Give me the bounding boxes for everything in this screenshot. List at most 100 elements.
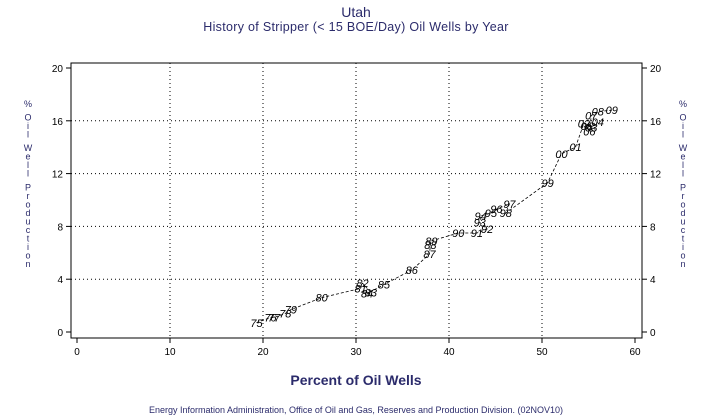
data-point-94: 94 (474, 211, 486, 223)
data-point-03: 03 (585, 122, 598, 134)
data-point-98: 98 (500, 208, 513, 220)
data-point-87: 87 (423, 249, 436, 261)
y-tick-label-left: 12 (52, 170, 64, 181)
chart-title: Utah (341, 4, 371, 20)
y-axis-label-char-right: d (680, 208, 685, 218)
data-point-90: 90 (452, 228, 465, 240)
y-axis-label-char-right: o (680, 250, 685, 260)
data-point-08: 08 (592, 107, 605, 119)
y-axis-label-char-right: n (680, 259, 685, 269)
data-point-97: 97 (503, 199, 516, 211)
data-point-89: 89 (425, 236, 437, 248)
y-axis-label-char-left: i (27, 242, 29, 252)
y-tick-label-right: 8 (650, 222, 656, 233)
y-axis-label-char-left: d (25, 208, 30, 218)
plot-frame (70, 62, 643, 339)
data-point-96: 96 (490, 204, 503, 216)
series-line (256, 109, 612, 324)
y-axis-label-char-left: c (26, 225, 31, 235)
data-point-06: 06 (583, 126, 596, 138)
x-tick-label: 30 (350, 347, 362, 358)
y-axis-label-char-left: r (27, 191, 30, 201)
series-line-layer (256, 109, 612, 324)
y-axis-label-char-left: % (24, 99, 32, 109)
y-tick-label-right: 0 (650, 328, 656, 339)
y-axis-label-char-left: o (25, 250, 30, 260)
y-axis-label-char-left: P (25, 182, 31, 192)
y-tick-label-right: 4 (650, 275, 656, 286)
x-tick-label: 60 (629, 347, 641, 358)
y-axis-label-char-left: l (27, 160, 29, 170)
y-tick-label-right: 20 (650, 64, 662, 75)
y-tick-label-left: 0 (57, 328, 63, 339)
data-point-05: 05 (581, 121, 594, 133)
data-point-80: 80 (315, 293, 328, 305)
y-axis-label-char-left: e (25, 152, 30, 162)
data-point-81: 81 (355, 283, 367, 295)
y-tick-label-right: 12 (650, 170, 662, 181)
data-point-91: 91 (471, 228, 483, 240)
y-axis-label-char-left: l (27, 130, 29, 140)
y-axis-label-char-left: O (24, 113, 31, 123)
y-axis-label-char-right: O (679, 113, 686, 123)
data-point-75: 75 (250, 318, 263, 330)
footer-source: Energy Information Administration, Offic… (148, 405, 564, 415)
x-tick-label: 0 (74, 347, 80, 358)
y-axis-label-char-right: l (682, 130, 684, 140)
y-tick-label-right: 16 (650, 117, 662, 128)
data-point-78: 78 (279, 309, 292, 321)
y-tick-label-left: 8 (57, 222, 63, 233)
y-axis-label-char-left: o (25, 199, 30, 209)
y-tick-label-left: 4 (57, 275, 63, 286)
data-point-82: 82 (356, 278, 368, 290)
y-axis-label-char-right: P (680, 182, 686, 192)
y-axis-label-char-right: i (682, 121, 684, 131)
y-tick-label-left: 20 (52, 64, 64, 75)
y-axis-label-char-right: i (682, 242, 684, 252)
grid-layer (71, 63, 642, 338)
y-axis-label-char-right: l (682, 160, 684, 170)
y-axis-label-char-right: W (679, 143, 688, 153)
data-point-01: 01 (569, 142, 581, 154)
y-tick-label-left: 16 (52, 117, 64, 128)
y-axis-label-char-right: r (682, 191, 685, 201)
data-point-00: 00 (555, 149, 568, 161)
y-axis-label-char-left: u (25, 216, 30, 226)
y-axis-label-char-right: u (680, 216, 685, 226)
data-point-77: 77 (268, 312, 281, 324)
data-point-79: 79 (285, 305, 297, 317)
y-axis-label-char-right: e (680, 152, 685, 162)
chart-subtitle: History of Stripper (< 15 BOE/Day) Oil W… (203, 20, 509, 34)
x-axis-label: Percent of Oil Wells (290, 372, 422, 388)
data-point-99: 99 (541, 178, 553, 190)
data-point-86: 86 (406, 265, 419, 277)
y-axis-label-char-left: t (27, 233, 30, 243)
data-point-09: 09 (606, 105, 618, 117)
data-point-85: 85 (378, 279, 391, 291)
y-axis-label-char-right: t (682, 233, 685, 243)
x-tick-label: 20 (257, 347, 269, 358)
data-point-02: 02 (578, 118, 590, 130)
y-axis-label-char-left: i (27, 121, 29, 131)
y-axis-label-char-right: o (680, 199, 685, 209)
y-axis-label-char-right: % (679, 99, 687, 109)
y-axis-label-char-right: c (681, 225, 686, 235)
data-point-83: 83 (365, 287, 378, 299)
data-point-76: 76 (264, 312, 277, 324)
x-tick-label: 50 (536, 347, 548, 358)
x-tick-label: 10 (164, 347, 176, 358)
y-axis-label-char-left: l (27, 169, 29, 179)
y-axis-label-char-right: l (682, 169, 684, 179)
data-point-93: 93 (474, 217, 487, 229)
data-point-88: 88 (424, 240, 437, 252)
y-axis-label-char-left: W (24, 143, 33, 153)
data-point-07: 07 (585, 111, 598, 123)
data-point-84: 84 (361, 289, 373, 301)
y-axis-label-char-left: n (25, 259, 30, 269)
data-point-92: 92 (481, 224, 493, 236)
data-point-04: 04 (592, 117, 604, 129)
